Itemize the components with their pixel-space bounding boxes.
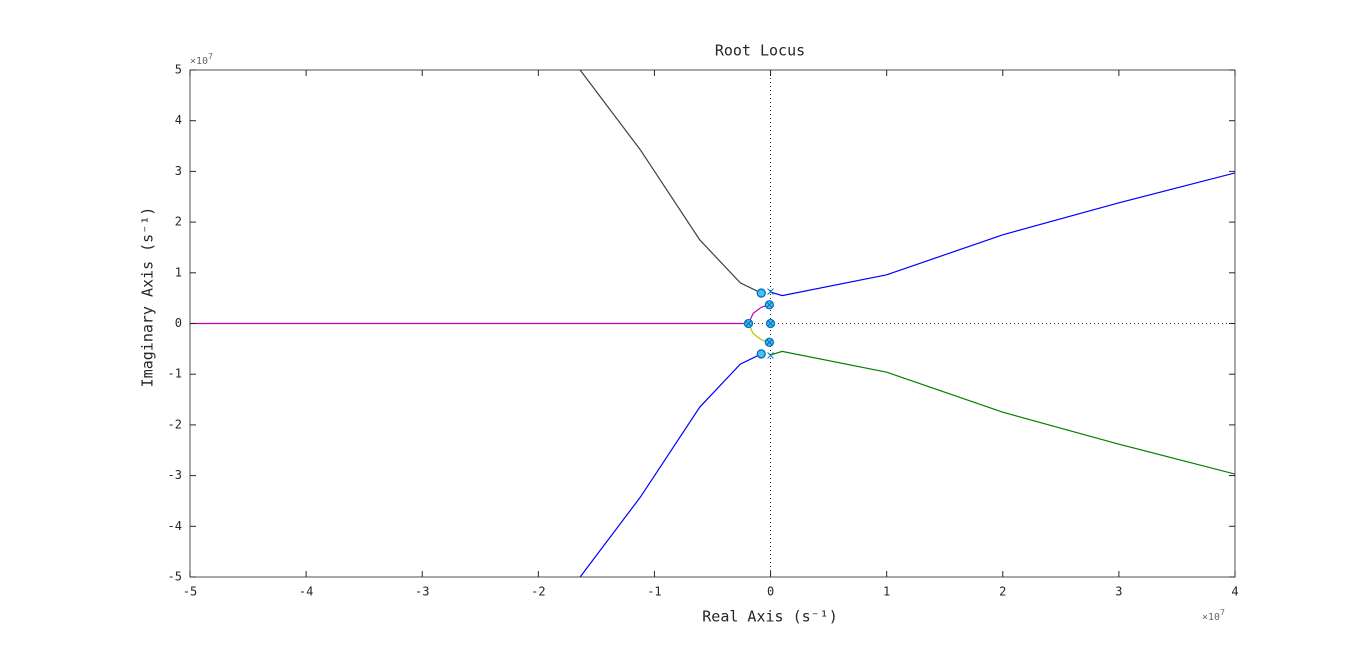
y-tick-label: 0 (175, 316, 182, 330)
y-scale-base: ×10 (190, 56, 208, 67)
chart-title: Root Locus (715, 42, 805, 60)
pole-marker (766, 301, 773, 309)
y-tick-label: 3 (175, 164, 182, 178)
y-scale: ×107 (190, 52, 213, 68)
pole-marker (766, 338, 773, 346)
y-tick-label: -5 (168, 570, 182, 584)
y-tick-label: 4 (175, 113, 182, 127)
x-tick-label: 2 (999, 585, 1006, 599)
x-tick-label: -4 (299, 585, 313, 599)
locus-branch (579, 70, 762, 294)
locus-branch (579, 353, 762, 577)
pole-marker (767, 320, 774, 327)
x-axis-label: Real Axis (s⁻¹) (702, 608, 837, 626)
pole-marker (745, 320, 752, 327)
locus-branch (190, 304, 770, 325)
x-tick-label: 4 (1231, 585, 1238, 599)
locus-branch (770, 350, 1235, 475)
y-tick-label: 1 (175, 265, 182, 279)
pole-marker (767, 352, 774, 359)
y-tick-label: -3 (168, 468, 182, 482)
y-tick-label: 5 (175, 63, 182, 77)
y-tick-label: -4 (168, 519, 182, 533)
x-scale-base: ×10 (1202, 612, 1220, 623)
x-tick-label: 1 (883, 585, 890, 599)
pole-marker (767, 288, 774, 295)
zero-marker (756, 349, 766, 359)
x-scale: ×107 (1202, 608, 1225, 624)
x-tick-label: -2 (531, 585, 545, 599)
x-tick-label: -1 (647, 585, 661, 599)
plot-area (190, 70, 1235, 577)
x-tick-label: 3 (1115, 585, 1122, 599)
y-tick-label: -2 (168, 417, 182, 431)
y-tick-label: -1 (168, 367, 182, 381)
x-tick-label: -3 (415, 585, 429, 599)
locus-branch (770, 172, 1235, 297)
y-axis-label: Imaginary Axis (s⁻¹) (139, 207, 157, 388)
zero-marker (756, 288, 766, 298)
y-tick-label: 2 (175, 215, 182, 229)
x-scale-exp: 7 (1220, 608, 1225, 617)
y-scale-exp: 7 (208, 52, 213, 61)
x-tick-label: -5 (183, 585, 197, 599)
x-tick-label: 0 (767, 585, 774, 599)
